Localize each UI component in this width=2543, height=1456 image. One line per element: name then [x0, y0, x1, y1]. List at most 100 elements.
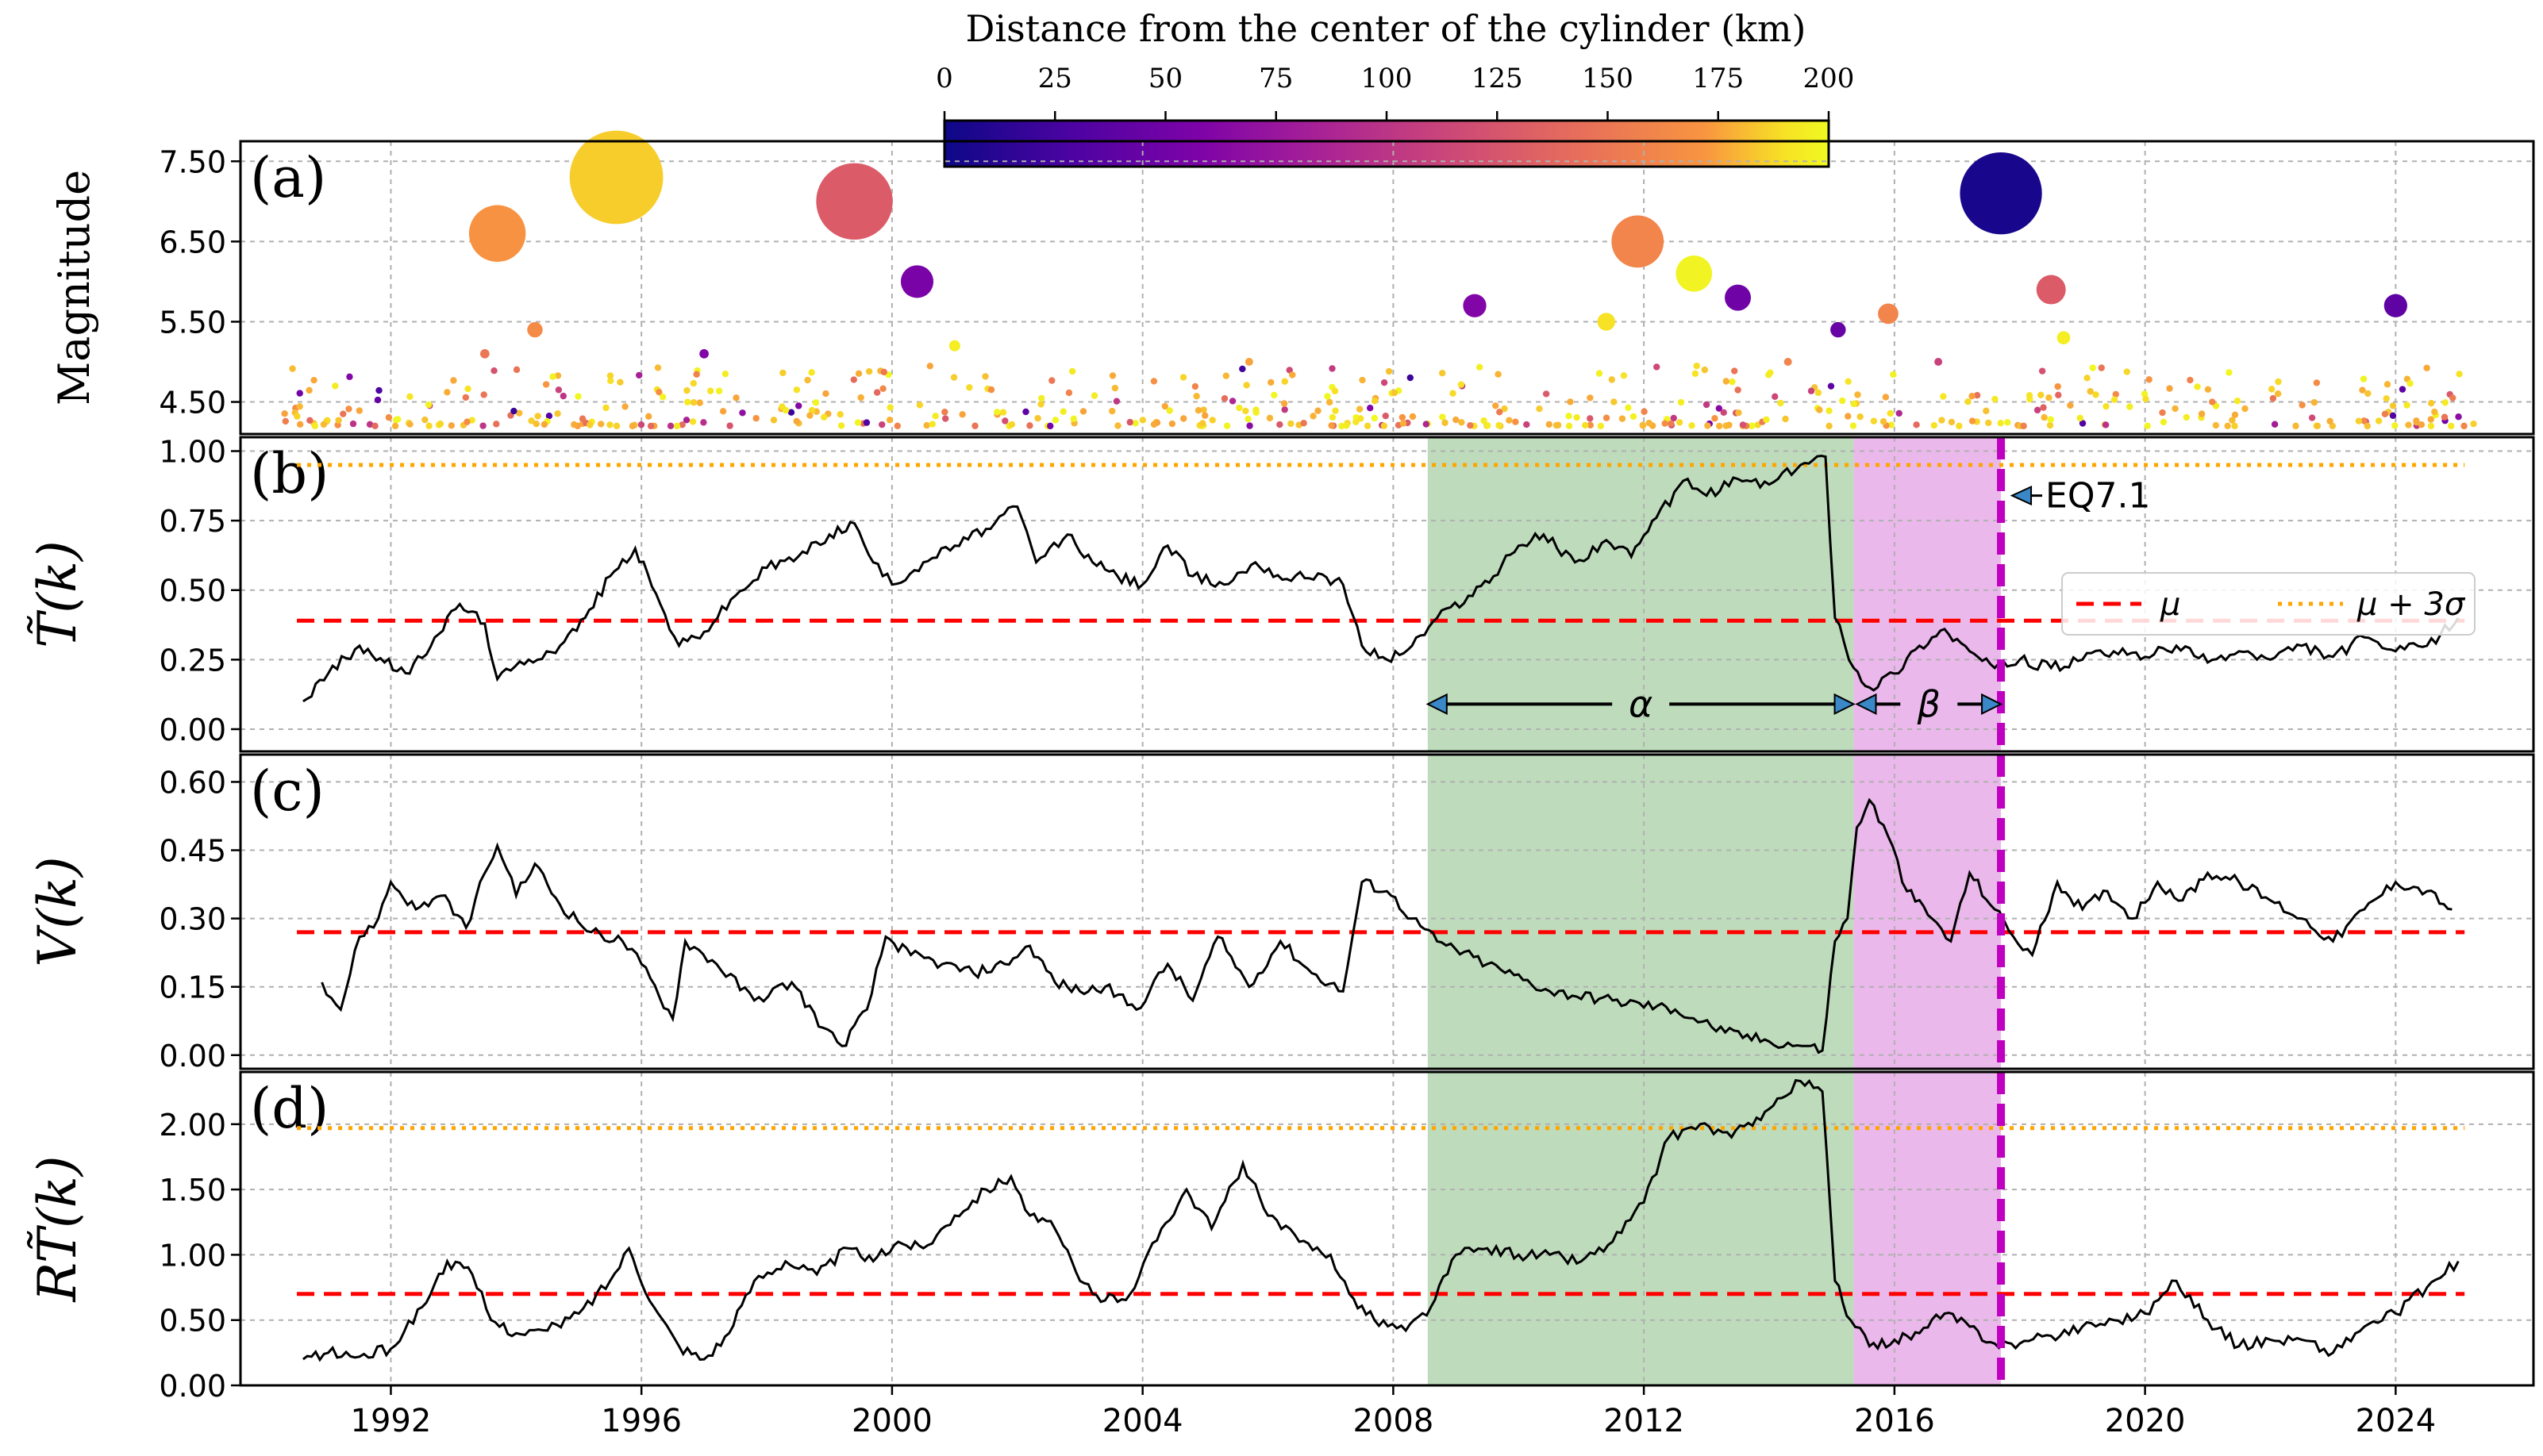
small-event-point [1675, 419, 1683, 426]
small-event-point [306, 386, 313, 394]
small-event-point [1691, 370, 1699, 378]
small-event-point [2375, 417, 2383, 425]
event-point [479, 349, 490, 359]
small-event-point [554, 410, 561, 417]
colorbar-tick-label: 75 [1259, 63, 1293, 94]
alpha-arrowhead-left [1425, 693, 1448, 716]
x-tick-label: 1996 [601, 1403, 682, 1439]
legend-mu3s-label: μ + 3σ [2356, 586, 2466, 623]
small-event-point [1398, 413, 1406, 421]
small-event-point [999, 409, 1007, 416]
alpha-label: α [1629, 682, 1652, 725]
small-event-point [1252, 406, 1260, 413]
eq-annotation-arrowhead [2010, 486, 2033, 506]
small-event-point [2470, 420, 2477, 428]
small-event-point [1716, 422, 1723, 430]
small-event-point [1693, 362, 1700, 370]
small-event-point [822, 390, 829, 398]
small-event-point [2142, 395, 2149, 403]
small-event-point [987, 386, 995, 394]
small-event-point [1332, 407, 1339, 414]
small-event-point [1629, 413, 1637, 421]
small-event-point [2102, 402, 2110, 410]
small-event-point [1587, 421, 1594, 429]
small-event-point [2241, 405, 2249, 413]
small-event-point [1193, 393, 1200, 400]
small-event-point [2383, 395, 2390, 402]
colorbar-tick-label: 175 [1692, 63, 1744, 94]
small-event-point [1501, 405, 1508, 413]
small-event-point [1325, 398, 1333, 406]
small-event-point [1856, 413, 1864, 421]
small-event-point [1391, 389, 1398, 397]
x-tick-label: 2004 [1102, 1403, 1183, 1439]
small-event-point [2160, 418, 2168, 426]
small-event-point [1109, 372, 1117, 379]
small-event-point [926, 363, 933, 370]
small-event-point [1711, 415, 1718, 422]
small-event-point [2098, 364, 2105, 371]
small-event-point [1449, 390, 1456, 397]
small-event-point [1200, 406, 1207, 413]
small-event-point [2110, 396, 2118, 403]
event-point [816, 163, 893, 240]
small-event-point [1825, 422, 1833, 430]
small-event-point [880, 368, 888, 376]
small-event-point [2026, 392, 2033, 399]
small-event-point [1026, 422, 1033, 429]
beta-interval-shading [1853, 1072, 2002, 1385]
small-event-point [2299, 401, 2306, 409]
small-event-point [1113, 398, 1121, 405]
small-event-point [282, 417, 289, 425]
small-event-point [421, 416, 429, 424]
small-event-point [1236, 404, 1243, 412]
y-tick-label: 0.75 [159, 504, 226, 539]
small-event-point [959, 411, 966, 418]
event-point [1245, 358, 1253, 367]
small-event-point [1209, 417, 1216, 424]
small-event-point [1495, 371, 1502, 378]
x-tick-label: 2024 [2355, 1403, 2436, 1439]
small-event-point [450, 377, 457, 384]
small-event-point [1406, 374, 1414, 382]
small-event-point [617, 378, 624, 386]
small-event-point [1702, 401, 1710, 409]
small-event-point [1060, 408, 1067, 415]
small-event-point [950, 374, 958, 381]
small-event-point [1845, 413, 1852, 420]
small-event-point [779, 403, 786, 410]
small-event-point [606, 421, 614, 428]
small-event-point [602, 404, 610, 412]
small-event-point [2054, 382, 2061, 390]
alpha-arrowhead-right [1833, 693, 1856, 716]
small-event-point [821, 413, 828, 421]
colorbar-tick-label: 125 [1472, 63, 1523, 94]
small-event-point [332, 382, 339, 390]
event-point [527, 321, 543, 338]
event-point [1934, 358, 1943, 367]
small-event-point [2441, 413, 2449, 421]
small-event-point [1114, 422, 1121, 429]
small-event-point [966, 384, 973, 391]
small-event-point [1985, 419, 1992, 427]
small-event-point [1997, 419, 2004, 427]
panel-label: (c) [250, 759, 325, 824]
small-event-point [571, 421, 578, 428]
y-tick-label: 0.25 [159, 643, 226, 678]
y-tick-label: 0.45 [159, 834, 226, 869]
small-event-point [2427, 422, 2435, 430]
small-event-point [2231, 422, 2238, 430]
small-event-point [2292, 422, 2299, 430]
small-event-point [1475, 363, 1483, 371]
small-event-point [1281, 378, 1288, 385]
small-event-point [2045, 394, 2052, 401]
small-event-point [1887, 421, 1895, 428]
small-event-point [645, 413, 652, 421]
small-event-point [371, 422, 379, 430]
small-event-point [586, 421, 594, 428]
small-event-point [1913, 421, 1920, 428]
small-event-point [1688, 422, 1695, 429]
small-event-point [2037, 391, 2045, 399]
small-event-point [2359, 386, 2366, 394]
small-event-point [1329, 413, 1337, 421]
